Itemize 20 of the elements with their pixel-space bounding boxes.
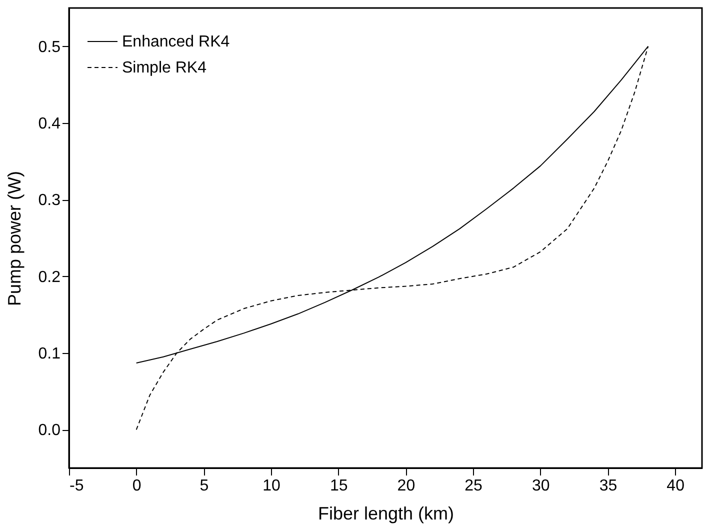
x-tick-label: 15: [330, 478, 348, 494]
x-tick-label: 35: [599, 478, 618, 494]
x-tick-label: 40: [666, 478, 685, 494]
x-tick-label: 30: [532, 478, 550, 494]
y-tick-label: 0.1: [38, 346, 61, 362]
legend-label: Simple RK4: [122, 60, 207, 76]
x-axis-title: Fiber length (km): [318, 504, 454, 524]
legend-label: Enhanced RK4: [122, 34, 230, 50]
y-tick-label: 0.2: [38, 268, 61, 286]
x-tick-label: 25: [464, 478, 483, 494]
y-tick-label: 0.4: [38, 116, 61, 132]
y-tick-label: 0.5: [38, 38, 61, 56]
x-tick-label: 0: [132, 478, 142, 494]
y-tick-label: 0.3: [38, 192, 61, 210]
x-tick-label: -5: [70, 478, 84, 494]
x-tick-label: 10: [262, 478, 281, 494]
x-tick-label: 20: [397, 478, 416, 494]
y-tick-label: 0.0: [38, 422, 61, 440]
y-axis-title: Pump power (W): [4, 170, 24, 306]
x-tick-label: 5: [200, 478, 209, 494]
